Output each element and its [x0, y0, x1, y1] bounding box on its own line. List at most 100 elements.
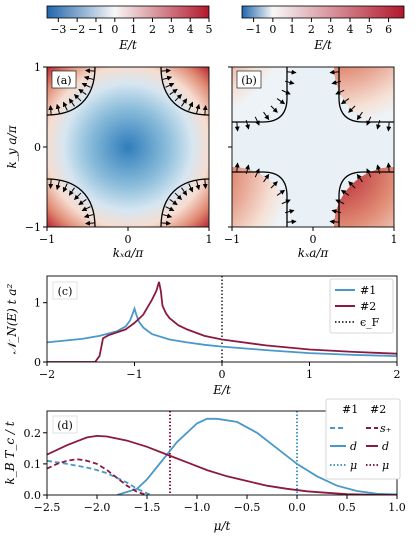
velocity-arrow [81, 206, 91, 212]
velocity-arrow [73, 93, 82, 102]
map-a-yticks: 1 0 −1 [25, 61, 47, 234]
map-b-xlabel: kₓa/π [298, 246, 330, 260]
chart-c: −2 −1 0 1 2 0 1 (c) E/t 𝒩_N(E) t a² #1 #2 ϵ_F [5, 275, 401, 397]
x-tick-label: −2.0 [84, 501, 111, 514]
velocity-arrow [276, 98, 286, 105]
panel-label-c: (c) [58, 285, 73, 298]
colorbar-tick-label: −1 [245, 23, 261, 36]
series-line-2 [116, 417, 397, 495]
colorbar-tick-label: 1 [130, 23, 137, 36]
velocity-arrow [161, 220, 171, 226]
velocity-arrow [165, 82, 175, 88]
velocity-arrow [195, 180, 201, 191]
colorbar-tick-label: −3 [50, 23, 66, 36]
velocity-arrow [340, 189, 350, 196]
velocity-arrow [281, 199, 291, 205]
velocity-arrow [48, 179, 54, 189]
velocity-arrow [165, 206, 175, 212]
velocity-arrow [68, 187, 75, 196]
velocity-arrow [169, 88, 178, 95]
colorbar-tick-label: 0 [269, 23, 276, 36]
map-a: (a) kₓa/π k_y a/π −1 0 1 1 0 −1 [5, 61, 213, 260]
x-tick-label: −0.5 [234, 501, 261, 514]
legend-c-label-1: #1 [360, 284, 376, 297]
velocity-arrow [329, 69, 340, 75]
velocity-arrow [286, 219, 297, 225]
velocity-arrow [62, 183, 68, 193]
velocity-arrow [270, 105, 278, 113]
colorbar-tick-label: 5 [206, 23, 213, 36]
chart-d: −2.5 −2.0 −1.5 −1.0 −0.5 0.0 0.5 1.0 0.0 0.1 0.2 (… [3, 398, 406, 533]
velocity-arrow [286, 69, 297, 75]
velocity-arrow [356, 111, 363, 121]
legend-d-header-1: #1 [342, 403, 358, 416]
legend-d-d-2-label: d [382, 440, 389, 453]
velocity-arrow [284, 209, 295, 214]
y-tick-label: 0.0 [24, 489, 42, 502]
velocity-arrow [202, 105, 208, 115]
map-a-xlabel: kₓa/π [113, 246, 145, 260]
legend-d-header-2: #2 [370, 403, 386, 416]
series-line-3 [47, 458, 148, 495]
colorbar-tick-label: 2 [308, 23, 315, 36]
velocity-arrow [181, 187, 188, 196]
velocity-arrow [245, 119, 250, 130]
x-tick-label: 1 [306, 368, 313, 381]
legend-d-d-1-label: d [350, 440, 357, 453]
y-tick-label: 1 [34, 297, 41, 310]
colorbar-b: −1 0 1 2 3 4 5 6 E/t [241, 5, 405, 52]
panel-label-a-box [51, 70, 77, 89]
x-tick-label: −1 [126, 368, 142, 381]
velocity-arrow [234, 162, 240, 173]
velocity-arrow [181, 98, 188, 107]
velocity-arrow [195, 103, 201, 114]
velocity-arrow [284, 80, 295, 85]
panel-label-a: (a) [56, 74, 71, 87]
legend-d-s-label: s₊ [380, 422, 392, 435]
svg-text:0: 0 [310, 233, 317, 246]
velocity-arrow [161, 68, 171, 74]
velocity-arrow [85, 68, 95, 74]
velocity-arrow [263, 173, 270, 183]
map-b-yticks [228, 66, 232, 228]
svg-text:1: 1 [206, 233, 213, 246]
velocity-arrow [331, 80, 342, 85]
map-a-xticks: −1 0 1 [39, 227, 213, 246]
legend-c-label-2: #2 [360, 300, 376, 313]
colorbar-tick-label: 4 [347, 23, 354, 36]
velocity-arrow [85, 220, 95, 226]
y-tick-label: 0.2 [24, 427, 42, 440]
velocity-arrow [348, 105, 356, 113]
x-tick-label: 0.0 [288, 501, 306, 514]
velocity-arrow [335, 89, 345, 95]
svg-text:1: 1 [391, 233, 398, 246]
y-tick-label: 0.1 [24, 458, 42, 471]
colorbar-tick-label: 6 [385, 23, 392, 36]
chart-d-plot [47, 411, 397, 495]
velocity-arrow [366, 168, 372, 178]
colorbar-tick-label: 3 [327, 23, 334, 36]
chart-c-ticks: −2 −1 0 1 2 0 1 [34, 297, 401, 381]
x-tick-label: −2.5 [34, 501, 61, 514]
velocity-arrow [174, 192, 183, 201]
series-line-4 [47, 434, 397, 495]
colorbar-b-ticks: −1 0 1 2 3 4 5 6 [245, 18, 392, 36]
velocity-arrow [81, 82, 91, 88]
colorbar-tick-label: −2 [69, 23, 85, 36]
x-tick-label: −1.5 [134, 501, 161, 514]
chart-d-legend: #1 #2 s₊ d d μ μ [325, 398, 401, 480]
velocity-arrow [188, 183, 194, 193]
map-a-fermi-surface [47, 67, 209, 227]
series-line-2 [47, 281, 397, 362]
panel-label-d: (d) [57, 419, 73, 432]
panel-label-b: (b) [241, 74, 257, 87]
chart-c-plot [47, 276, 397, 362]
svg-text:1: 1 [34, 61, 41, 74]
map-a-ylabel: k_y a/π [5, 124, 19, 168]
velocity-arrow [83, 75, 94, 81]
chart-d-xlabel: μ/t [214, 519, 231, 533]
velocity-arrow [254, 168, 260, 178]
x-tick-label: 2 [394, 368, 401, 381]
colorbar-a: −3 −2 −1 0 1 2 3 4 5 E/t [46, 5, 213, 52]
